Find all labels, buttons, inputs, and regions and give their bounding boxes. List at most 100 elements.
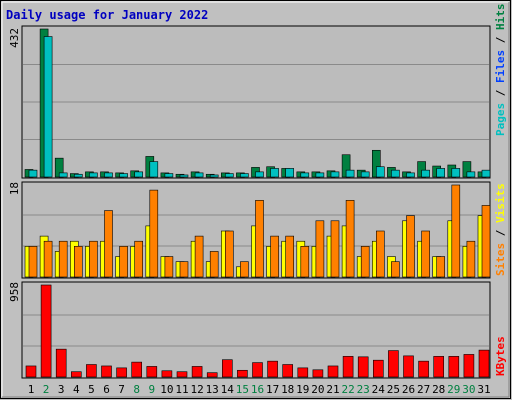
legend-files: Files [494,50,507,83]
bar-hits-files-day-18 [285,168,295,178]
bar-visits-sites-day-24 [375,230,385,278]
x-label-day-31: 31 [477,383,490,396]
x-label-day-26: 26 [402,383,415,396]
bar-hits-files-day-26 [406,172,415,178]
bar-visits-sites-day-18 [285,235,295,278]
x-label-day-3: 3 [58,383,65,396]
legend-kbytes: KBytes [494,336,507,376]
bar-visits-sites-day-7 [119,246,128,278]
bar-kbytes-kbytes-day-21 [327,365,339,378]
bar-kbytes-kbytes-day-15 [237,369,248,378]
bar-kbytes-kbytes-day-27 [418,360,429,378]
legend-kbytes-text: KBytes [494,336,507,376]
x-label-day-19: 19 [296,383,309,396]
legend-hits: Hits [494,4,507,31]
x-label-day-29: 29 [447,383,460,396]
bar-hits-files-day-11 [179,174,189,178]
bar-hits-files-day-2 [43,36,53,178]
bar-hits-files-day-12 [194,172,204,178]
bar-visits-sites-day-22 [345,200,355,278]
bar-kbytes-kbytes-day-1 [25,365,37,378]
bar-hits-files-day-19 [300,172,310,178]
bar-hits-files-day-3 [58,172,68,178]
x-label-day-17: 17 [266,383,279,396]
bar-kbytes-kbytes-day-30 [463,354,475,378]
bar-kbytes-kbytes-day-6 [101,365,112,378]
bar-kbytes-kbytes-day-24 [372,359,384,378]
bar-kbytes-kbytes-day-8 [131,361,142,378]
bar-kbytes-kbytes-day-25 [388,350,399,378]
legend-visits-separator-1: / [494,223,507,243]
bar-visits-sites-day-19 [300,246,310,278]
bar-kbytes-kbytes-day-17 [267,360,278,378]
x-label-day-18: 18 [281,383,294,396]
x-label-day-9: 9 [148,383,155,396]
x-label-day-28: 28 [432,383,445,396]
legend-hits-separator-2: / [494,30,507,50]
x-label-day-2: 2 [43,383,50,396]
x-label-day-15: 15 [236,383,249,396]
bar-hits-files-day-30 [466,171,476,178]
bar-visits-sites-day-20 [315,220,325,278]
bar-hits-files-day-5 [89,172,98,178]
x-label-day-20: 20 [311,383,324,396]
bar-hits-files-day-20 [315,172,325,178]
bar-kbytes-kbytes-day-22 [342,356,354,378]
bar-kbytes-kbytes-day-28 [433,356,445,378]
x-label-day-22: 22 [341,383,354,396]
hits-ymax-label: 432 [8,28,21,48]
x-label-day-12: 12 [190,383,203,396]
x-label-day-24: 24 [372,383,386,396]
bar-hits-files-day-27 [421,169,430,178]
kbytes-ymax-label: 958 [8,282,21,302]
bar-kbytes-kbytes-day-20 [312,369,324,378]
bar-visits-sites-day-3 [58,240,68,278]
x-label-day-11: 11 [175,383,188,396]
bar-kbytes-kbytes-day-10 [161,370,173,378]
chart-title: Daily usage for January 2022 [6,8,208,22]
bar-hits-files-day-8 [134,171,143,178]
bar-hits-files-day-17 [270,168,279,178]
visits-ymax-label: 18 [8,182,21,195]
bar-hits-files-day-28 [436,168,446,178]
bar-visits-sites-day-31 [481,205,491,278]
bar-hits-files-day-22 [345,169,355,178]
bar-kbytes-kbytes-day-7 [116,367,127,378]
bar-kbytes-kbytes-day-26 [403,355,414,378]
legend-visits-text: Sites / Visits [494,183,507,276]
bar-hits-files-day-7 [119,173,128,178]
bar-visits-sites-day-11 [179,261,189,278]
bar-kbytes-kbytes-day-19 [297,367,309,378]
bar-visits-sites-day-13 [209,251,219,278]
bar-visits-sites-day-27 [421,230,430,278]
bar-kbytes-kbytes-day-4 [71,371,82,378]
bar-hits-files-day-16 [255,171,264,178]
bar-visits-sites-day-1 [28,246,38,278]
x-label-day-16: 16 [251,383,264,396]
bar-visits-sites-day-25 [391,261,400,278]
x-label-day-5: 5 [88,383,95,396]
bar-kbytes-kbytes-day-3 [55,348,67,378]
x-axis-day-labels: 1 2 3 4 5 6 7 8 9 10 11 12 13 14 15 16 17 18 19 20 21 22 23 24 2… [28,383,491,396]
bar-kbytes-kbytes-day-16 [252,362,263,378]
legend-sites-visits: Sites / Visits [494,183,507,276]
bar-kbytes-kbytes-day-2 [40,284,52,378]
bar-hits-files-day-10 [164,173,174,178]
x-label-day-21: 21 [326,383,339,396]
legend-kbytes: KBytes [494,336,507,376]
bar-hits-files-day-14 [225,173,234,178]
x-label-day-27: 27 [417,383,430,396]
bar-hits-files-day-29 [451,168,461,178]
bar-visits-sites-day-23 [360,246,370,278]
bar-kbytes-kbytes-day-31 [478,349,490,378]
bars [24,28,491,378]
bar-kbytes-kbytes-day-23 [357,356,369,378]
bar-kbytes-kbytes-day-18 [282,364,294,378]
bar-hits-files-day-13 [209,174,219,178]
bar-hits-files-day-31 [481,169,491,178]
x-label-day-7: 7 [118,383,125,396]
bar-visits-sites-day-10 [164,256,174,278]
bar-hits-files-day-25 [391,169,400,178]
